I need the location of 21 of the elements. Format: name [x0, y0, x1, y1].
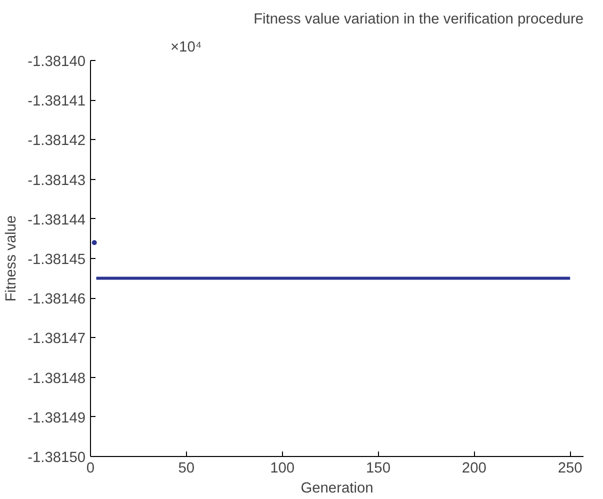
y-tick-label: -1.38148	[28, 370, 86, 387]
x-tick-label: 50	[178, 460, 195, 476]
y-tick-label: -1.38150	[28, 450, 86, 466]
y-tick-label: -1.38149	[28, 410, 86, 426]
y-tick-label: -1.38146	[28, 292, 86, 308]
x-tick-label: 100	[270, 460, 295, 476]
chart-title: Fitness value variation in the verification procedure	[254, 12, 584, 28]
y-tick-label: -1.38147	[28, 331, 86, 348]
y-axis-title: Fitness value	[4, 215, 20, 302]
y-tick-label: -1.38140	[28, 54, 86, 70]
x-axis-title: Generation	[300, 480, 374, 496]
x-tick-label: 150	[366, 460, 390, 476]
y-tick-label: -1.38145	[28, 252, 86, 268]
x-tick-label: 250	[558, 460, 582, 476]
x-tick-label: 0	[86, 460, 95, 476]
y-tick-label: -1.38142	[28, 133, 86, 150]
y-tick-label: -1.38143	[28, 172, 86, 189]
x-tick-label: 200	[462, 460, 486, 476]
text: ×10⁴	[170, 40, 202, 56]
y-tick-label: -1.38141	[28, 94, 86, 110]
y-tick-label: -1.38144	[28, 212, 86, 228]
